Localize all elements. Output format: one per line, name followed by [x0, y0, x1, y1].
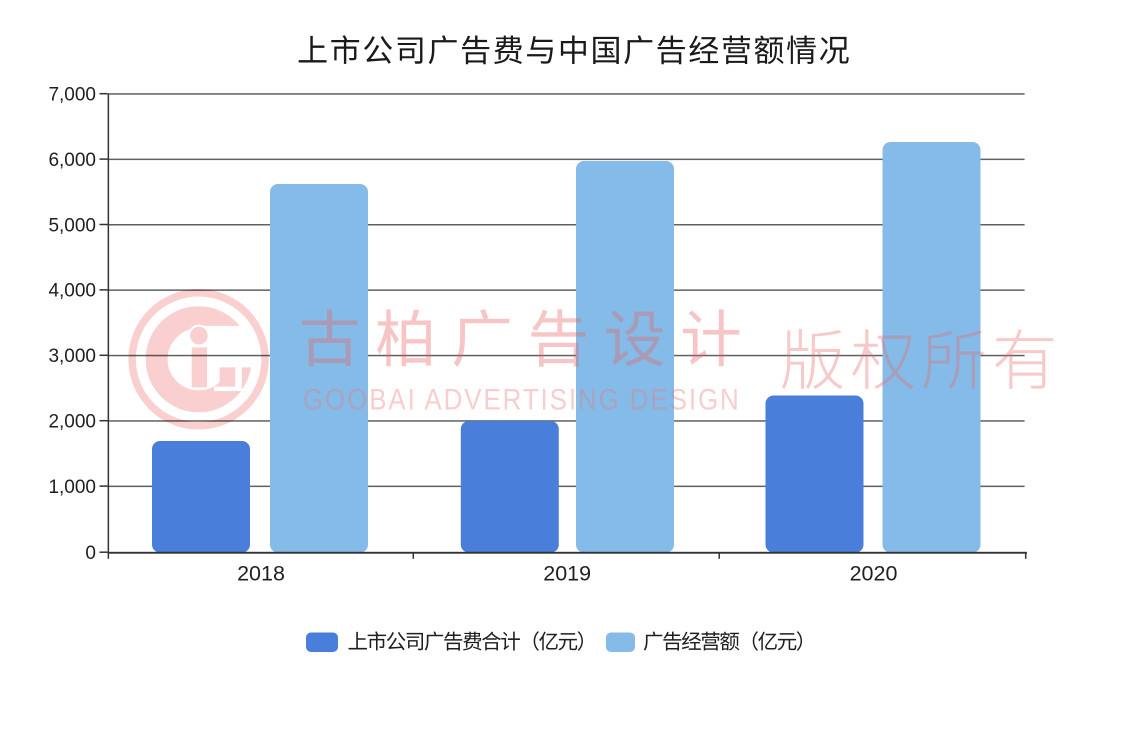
svg-text:0: 0: [85, 543, 96, 564]
svg-text:1,000: 1,000: [48, 477, 96, 498]
svg-text:2020: 2020: [850, 562, 898, 586]
svg-text:2,000: 2,000: [48, 412, 96, 433]
svg-text:4,000: 4,000: [48, 281, 96, 302]
svg-text:2019: 2019: [543, 562, 591, 586]
svg-text:GOOBAI ADVERTISING DESIGN: GOOBAI ADVERTISING DESIGN: [303, 383, 741, 416]
svg-text:3,000: 3,000: [48, 346, 96, 367]
svg-text:5,000: 5,000: [48, 215, 96, 236]
svg-text:2018: 2018: [237, 562, 285, 586]
svg-text:6,000: 6,000: [48, 150, 96, 171]
svg-text:7,000: 7,000: [48, 85, 96, 106]
